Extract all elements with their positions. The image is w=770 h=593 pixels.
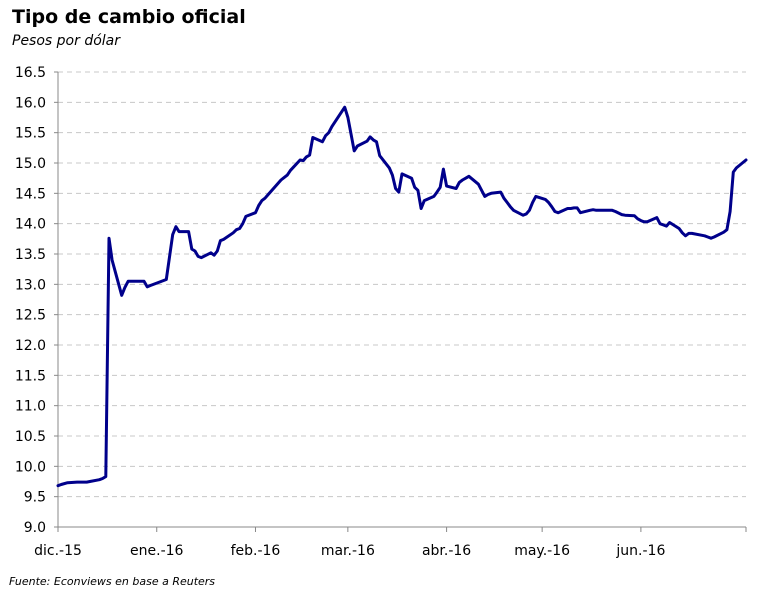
y-tick-label: 14.5 — [15, 186, 46, 202]
y-tick-label: 9.0 — [24, 520, 46, 536]
series-line — [56, 105, 748, 488]
y-tick-label: 13.5 — [15, 247, 46, 263]
axes — [57, 72, 746, 528]
x-axis-ticks: dic.-15 ene.-16 feb.-16 mar.-16 abr.-16 may.-… — [34, 527, 747, 559]
series-layer — [56, 105, 748, 488]
y-tick-label: 11.5 — [15, 368, 46, 384]
x-tick-label: feb.-16 — [231, 543, 281, 559]
y-tick-label: 10.0 — [15, 459, 46, 475]
y-tick-label: 15.5 — [15, 126, 46, 142]
y-tick-label: 16.5 — [15, 65, 46, 81]
x-tick-label: jun.-16 — [615, 543, 665, 559]
y-tick-label: 12.0 — [15, 338, 46, 354]
x-tick-label: abr.-16 — [422, 543, 471, 559]
y-tick-label: 14.0 — [15, 217, 46, 233]
y-tick-label: 11.0 — [15, 399, 46, 415]
x-tick-label: dic.-15 — [34, 543, 82, 559]
y-tick-label: 12.5 — [15, 308, 46, 324]
y-axis-ticks: 9.0 9.5 10.0 10.5 11.0 11.5 12.0 12.5 13.0 13.5 14… — [15, 65, 58, 536]
y-tick-label: 10.5 — [15, 429, 46, 445]
chart-title: Tipo de cambio oficial — [12, 6, 246, 28]
y-tick-label: 15.0 — [15, 156, 46, 172]
source-note: Fuente: Econviews en base a Reuters — [9, 575, 216, 588]
x-tick-label: mar.-16 — [321, 543, 375, 559]
x-tick-label: ene.-16 — [130, 543, 184, 559]
gridlines — [58, 71, 746, 498]
y-tick-label: 16.0 — [15, 95, 46, 111]
chart-subtitle: Pesos por dólar — [12, 33, 120, 49]
x-tick-label: may.-16 — [514, 543, 570, 559]
y-tick-label: 13.0 — [15, 277, 46, 293]
y-tick-label: 9.5 — [24, 490, 46, 506]
